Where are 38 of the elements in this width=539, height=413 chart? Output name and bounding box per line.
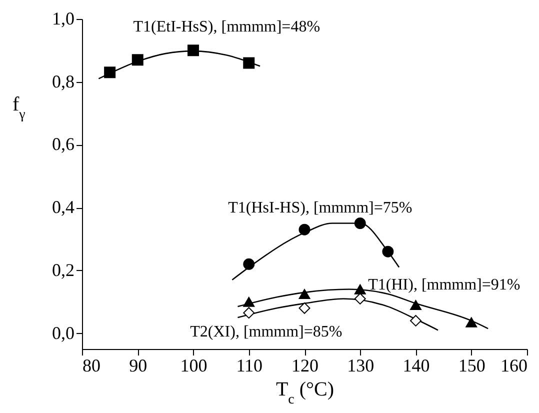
point (243, 258, 255, 270)
series-label: T1(EtI-HsS), [mmmm]=48% (133, 18, 320, 36)
x-tick-label: 140 (402, 356, 430, 376)
point (410, 314, 422, 326)
point (382, 246, 394, 258)
y-tick-label: 0,0 (52, 322, 74, 343)
y-tick-label: 1,0 (52, 8, 74, 28)
y-tick-label: 0,8 (52, 71, 74, 92)
series-label: T1(HI), [mmmm]=91% (368, 276, 520, 294)
point (243, 307, 255, 319)
point (188, 44, 199, 56)
point (354, 284, 366, 294)
y-tick-label: 0,2 (52, 260, 74, 280)
point (410, 300, 422, 310)
point (466, 317, 478, 328)
point (298, 302, 310, 314)
point (298, 224, 310, 236)
point (354, 218, 366, 230)
x-axis-title: T$_{c}$ (°C) (276, 378, 334, 407)
series-label: T2(XI), [mmmm]=85% (190, 324, 342, 341)
x-tick-label: 100 (180, 356, 208, 376)
x-tick-label: 150 (458, 356, 486, 376)
point (132, 54, 144, 66)
series-label: T1(HsI-HS), [mmmm]=75% (228, 199, 412, 216)
point (243, 296, 255, 307)
x-tick-label: 80 (82, 356, 100, 376)
point (104, 66, 116, 78)
x-tick-label: 130 (347, 356, 374, 376)
y-tick-label: 0,4 (52, 197, 74, 218)
x-tick-label: 120 (292, 356, 318, 376)
x-tick-label: 110 (236, 356, 263, 376)
x-tick-label: 160 (500, 356, 528, 376)
y-tick-label: 0,6 (52, 134, 74, 154)
point (354, 292, 366, 304)
point (298, 288, 310, 300)
x-tick-label: 90 (129, 356, 148, 376)
point (243, 57, 255, 69)
y-axis-title: f$_{γ}$ (12, 94, 26, 122)
